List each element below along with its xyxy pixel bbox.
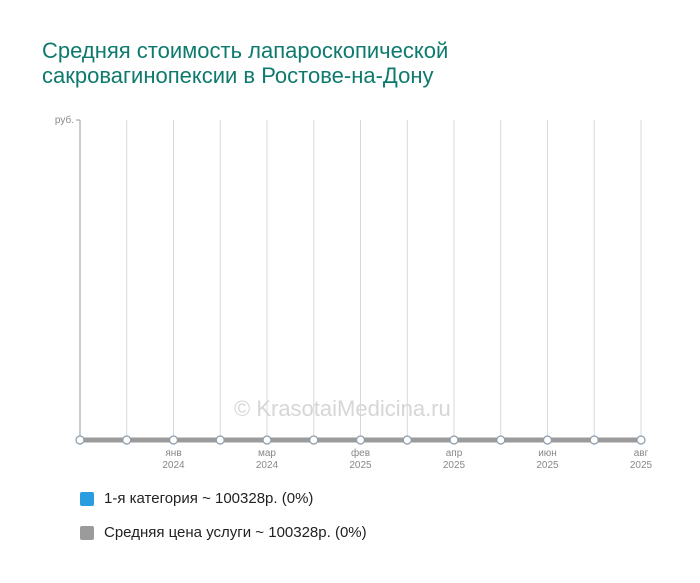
legend-swatch-category1 bbox=[80, 492, 94, 506]
data-point-8 bbox=[449, 435, 459, 445]
data-point-1 bbox=[122, 435, 132, 445]
chart-title: Средняя стоимость лапароскопической сакр… bbox=[42, 38, 662, 88]
data-point-12 bbox=[636, 435, 646, 445]
chart-title-line-1: Средняя стоимость лапароскопической bbox=[42, 38, 449, 63]
y-axis-label: руб. bbox=[55, 114, 74, 126]
legend-label-average: Средняя цена услуги ~ 100328р. (0%) bbox=[104, 524, 367, 541]
x-tick-month-12: авг bbox=[634, 448, 649, 459]
data-point-2 bbox=[168, 435, 179, 445]
x-tick-year-4: 2024 bbox=[256, 460, 279, 471]
x-tick-month-8: апр bbox=[446, 448, 463, 459]
data-point-5 bbox=[309, 435, 319, 445]
data-point-3 bbox=[215, 435, 225, 445]
data-point-6 bbox=[355, 435, 366, 445]
data-point-11 bbox=[589, 435, 599, 445]
x-tick-year-12: 2025 bbox=[630, 460, 653, 471]
x-tick-month-10: июн bbox=[538, 448, 557, 459]
legend-swatch-average bbox=[80, 526, 94, 540]
data-point-9 bbox=[496, 435, 506, 445]
chart-title-line-2: сакровагинопексии в Ростове-на-Дону bbox=[42, 63, 434, 88]
watermark: © KrasotaiMedicina.ru bbox=[234, 396, 451, 421]
data-point-0 bbox=[75, 435, 85, 445]
legend-label-category1: 1-я категория ~ 100328р. (0%) bbox=[104, 490, 314, 507]
x-tick-month-6: фев bbox=[351, 447, 370, 459]
data-point-7 bbox=[402, 435, 412, 445]
x-tick-year-6: 2025 bbox=[349, 460, 372, 471]
x-tick-year-2: 2024 bbox=[162, 460, 185, 471]
x-tick-year-8: 2025 bbox=[443, 460, 466, 471]
x-tick-year-10: 2025 bbox=[536, 460, 559, 471]
data-point-10 bbox=[542, 435, 553, 445]
data-point-4 bbox=[262, 435, 272, 445]
x-tick-month-2: янв bbox=[165, 448, 181, 459]
x-tick-month-4: мар bbox=[258, 448, 276, 459]
